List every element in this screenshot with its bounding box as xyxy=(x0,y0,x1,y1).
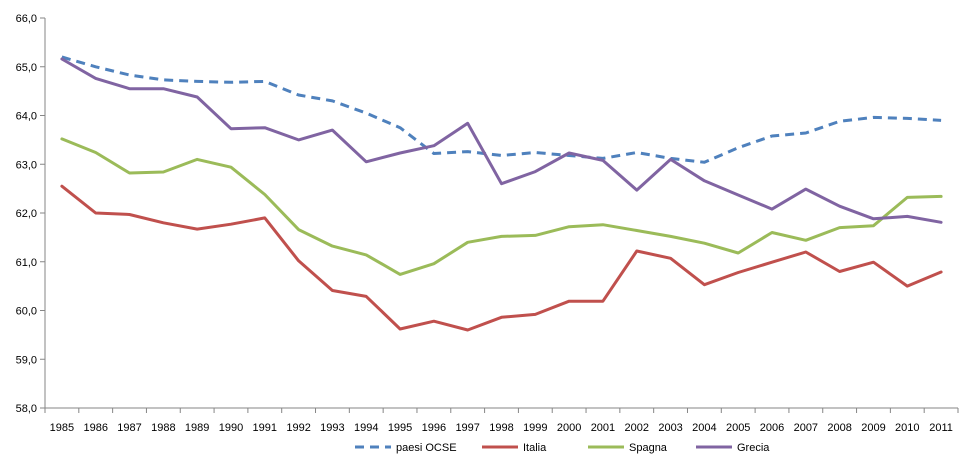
x-tick-label: 2004 xyxy=(692,422,716,434)
x-tick-label: 2001 xyxy=(591,422,615,434)
series-line-2 xyxy=(60,137,943,276)
y-tick-label: 58,0 xyxy=(16,403,37,415)
x-tick-label: 1998 xyxy=(489,422,513,434)
legend-label-0: paesi OCSE xyxy=(396,442,457,454)
x-tick-label: 2002 xyxy=(625,422,649,434)
x-tick-label: 1988 xyxy=(151,422,175,434)
y-tick-label: 63,0 xyxy=(16,159,37,171)
x-tick-label: 1995 xyxy=(388,422,412,434)
y-tick-label: 61,0 xyxy=(16,257,37,269)
legend-label-1: Italia xyxy=(523,442,547,454)
x-tick-label: 1992 xyxy=(286,422,310,434)
x-tick-label: 1997 xyxy=(455,422,479,434)
x-tick-label: 1986 xyxy=(83,422,107,434)
x-tick-label: 2005 xyxy=(726,422,750,434)
x-tick-label: 1994 xyxy=(354,422,378,434)
y-tick-label: 65,0 xyxy=(16,62,37,74)
y-tick-label: 62,0 xyxy=(16,208,37,220)
y-tick-label: 59,0 xyxy=(16,354,37,366)
series-line-1 xyxy=(60,184,943,332)
x-tick-label: 1990 xyxy=(219,422,243,434)
x-tick-label: 2010 xyxy=(895,422,919,434)
y-tick-label: 66,0 xyxy=(16,13,37,25)
y-tick-label: 64,0 xyxy=(16,111,37,123)
x-tick-label: 1996 xyxy=(422,422,446,434)
y-tick-label: 60,0 xyxy=(16,306,37,318)
x-tick-label: 2003 xyxy=(658,422,682,434)
x-tick-label: 1989 xyxy=(185,422,209,434)
series-lines xyxy=(60,55,943,332)
x-axis-ticks: 1985 1986 1987 1988 1989 1990 1991 1992 1993 1994… xyxy=(44,408,959,434)
x-tick-label: 2011 xyxy=(929,422,953,434)
y-axis-ticks: 58,0 59,0 60,0 61,0 62,0 63,0 64,0 65,0 66,0 xyxy=(16,13,45,415)
x-tick-label: 2006 xyxy=(760,422,784,434)
x-tick-label: 1993 xyxy=(320,422,344,434)
x-tick-label: 1987 xyxy=(117,422,141,434)
x-tick-label: 1985 xyxy=(50,422,74,434)
x-tick-label: 2008 xyxy=(827,422,851,434)
series-line-0 xyxy=(61,55,942,164)
x-tick-label: 1991 xyxy=(253,422,277,434)
legend: paesi OCSE Italia Spagna Grecia xyxy=(355,442,770,454)
x-tick-label: 2007 xyxy=(794,422,818,434)
x-tick-label: 1999 xyxy=(523,422,547,434)
x-tick-label: 2009 xyxy=(861,422,885,434)
legend-label-3: Grecia xyxy=(737,442,770,454)
series-line-3 xyxy=(60,57,943,224)
legend-label-2: Spagna xyxy=(629,442,668,454)
x-tick-label: 2000 xyxy=(557,422,581,434)
